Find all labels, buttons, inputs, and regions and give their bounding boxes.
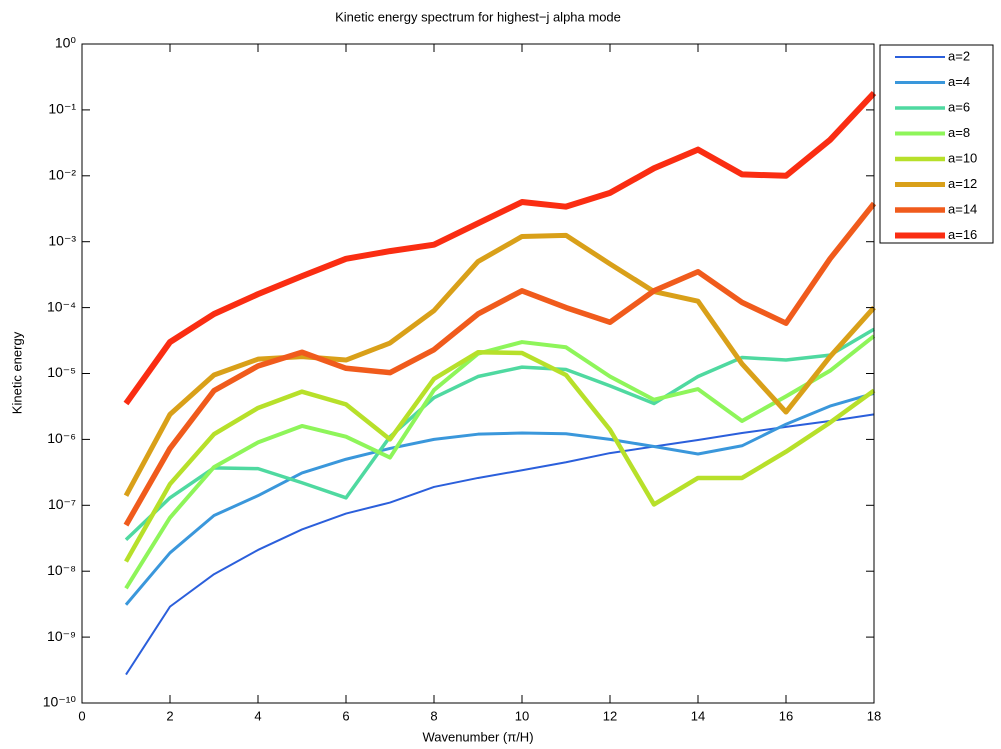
y-tick-label: 10⁻⁹ xyxy=(47,628,76,644)
series-line xyxy=(123,232,876,497)
x-tick-label: 4 xyxy=(254,708,261,723)
series-line xyxy=(123,201,877,527)
x-tick-label: 0 xyxy=(78,708,85,723)
legend-label: a=2 xyxy=(948,48,970,63)
y-tick-label: 10⁻⁸ xyxy=(47,562,76,578)
x-tick-label: 12 xyxy=(603,708,617,723)
y-axis-label: Kinetic energy xyxy=(9,331,24,414)
y-tick-label: 10⁻¹⁰ xyxy=(43,694,77,710)
y-tick-label: 10⁻² xyxy=(48,167,76,183)
legend-label: a=16 xyxy=(948,227,977,242)
series-line xyxy=(124,334,876,590)
series-line xyxy=(124,350,876,563)
legend-label: a=4 xyxy=(948,74,970,89)
x-tick-label: 2 xyxy=(166,708,173,723)
x-tick-label: 6 xyxy=(342,708,349,723)
legend-label: a=8 xyxy=(948,125,970,140)
chart-title: Kinetic energy spectrum for highest−j al… xyxy=(335,9,621,24)
legend-label: a=12 xyxy=(948,176,977,191)
x-tick-label: 10 xyxy=(515,708,529,723)
y-tick-label: 10⁻¹ xyxy=(48,101,76,117)
series-line xyxy=(125,413,875,676)
legend-label: a=6 xyxy=(948,99,970,114)
y-tick-label: 10⁰ xyxy=(55,35,77,51)
y-tick-label: 10⁻⁶ xyxy=(47,430,76,446)
x-tick-label: 18 xyxy=(867,708,881,723)
x-tick-label: 8 xyxy=(430,708,437,723)
y-tick-label: 10⁻⁴ xyxy=(47,298,76,314)
y-tick-label: 10⁻³ xyxy=(48,232,76,248)
legend-label: a=10 xyxy=(948,150,977,165)
x-tick-label: 14 xyxy=(691,708,705,723)
x-axis-label: Wavenumber (π/H) xyxy=(422,729,533,744)
series-line xyxy=(123,91,877,406)
series-line xyxy=(124,327,875,542)
y-tick-label: 10⁻⁵ xyxy=(47,364,76,380)
x-tick-label: 16 xyxy=(779,708,793,723)
y-tick-label: 10⁻⁷ xyxy=(48,496,76,512)
legend-label: a=14 xyxy=(948,201,977,216)
series-line xyxy=(124,391,875,606)
plot-frame xyxy=(81,43,875,704)
